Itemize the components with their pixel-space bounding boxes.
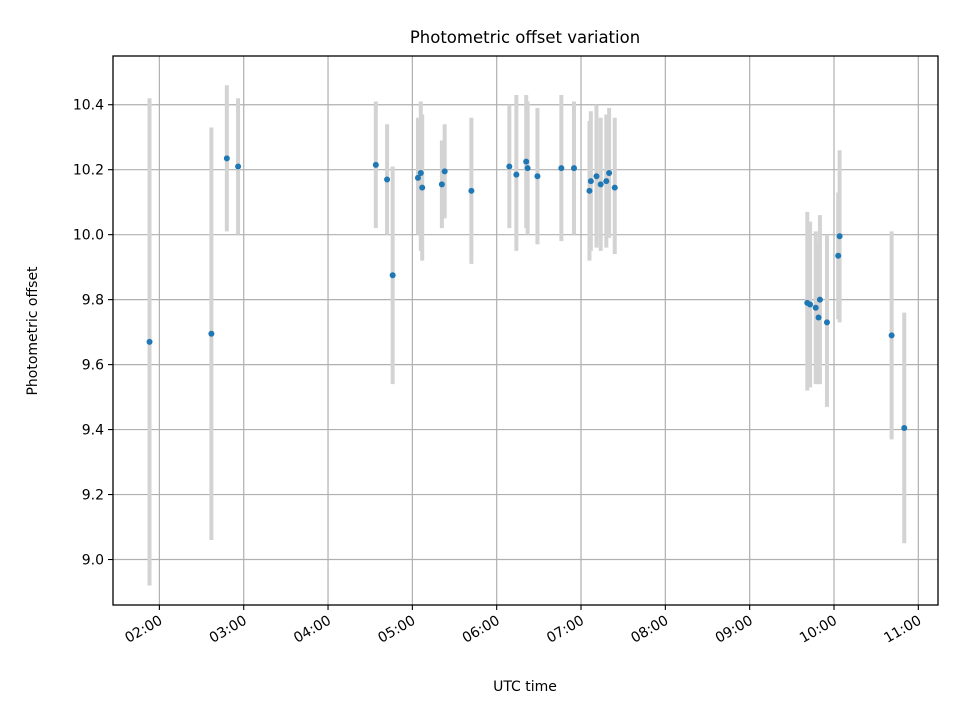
data-point — [606, 169, 613, 176]
data-point — [593, 173, 600, 180]
data-point — [534, 173, 541, 180]
data-point — [812, 304, 819, 311]
data-point — [235, 163, 242, 170]
data-point — [417, 169, 424, 176]
y-tick-label: 10.0 — [73, 228, 104, 244]
x-axis: 02:00 03:00 04:00 05:00 06:00 07:00 08:00 09:00… — [122, 605, 924, 647]
data-point — [468, 187, 475, 194]
data-point — [901, 424, 908, 431]
data-point — [372, 161, 379, 168]
data-point — [570, 165, 577, 172]
data-point — [419, 184, 426, 191]
data-point — [414, 174, 421, 181]
y-tick-label: 10.2 — [73, 163, 104, 179]
data-point — [146, 338, 153, 345]
x-tick-label: 06:00 — [460, 613, 503, 647]
data-point — [438, 181, 445, 188]
data-point — [816, 296, 823, 303]
data-point — [586, 187, 593, 194]
x-tick-label: 09:00 — [713, 613, 756, 647]
x-tick-label: 08:00 — [628, 613, 671, 647]
x-tick-label: 07:00 — [544, 613, 587, 647]
y-tick-label: 9.0 — [82, 553, 104, 569]
data-point — [524, 165, 531, 172]
x-tick-label: 02:00 — [122, 613, 165, 647]
data-point — [611, 184, 618, 191]
y-tick-label: 9.6 — [82, 358, 104, 374]
data-point — [223, 155, 230, 162]
data-point — [506, 163, 513, 170]
x-tick-label: 03:00 — [207, 613, 250, 647]
data-point — [823, 319, 830, 326]
x-tick-label: 11:00 — [881, 613, 924, 647]
data-point — [523, 158, 530, 165]
data-point — [513, 171, 520, 178]
plot-frame — [112, 55, 939, 606]
data-point — [441, 168, 448, 175]
data-point — [835, 252, 842, 259]
data-point — [558, 165, 565, 172]
y-tick-label: 9.8 — [82, 293, 104, 309]
x-tick-label: 10:00 — [797, 613, 840, 647]
y-tick-label: 10.4 — [73, 98, 104, 114]
y-tick-label: 9.2 — [82, 488, 104, 504]
data-point — [587, 178, 594, 185]
point-layer — [146, 155, 908, 431]
y-axis-label: Photometric offset — [25, 266, 41, 396]
data-point — [836, 233, 843, 240]
data-point — [888, 332, 895, 339]
data-point — [603, 178, 610, 185]
x-tick-label: 04:00 — [291, 613, 334, 647]
data-point — [208, 330, 215, 337]
x-axis-label: UTC time — [493, 679, 557, 695]
data-point — [815, 314, 822, 321]
data-point — [597, 181, 604, 188]
x-tick-label: 05:00 — [375, 613, 418, 647]
chart-title: Photometric offset variation — [410, 28, 640, 47]
data-point — [384, 176, 391, 183]
y-tick-label: 9.4 — [82, 423, 104, 439]
y-axis: 9.0 9.2 9.4 9.6 9.8 10.0 10.2 10.4 — [73, 98, 113, 569]
data-point — [807, 301, 814, 308]
data-point — [389, 272, 396, 279]
